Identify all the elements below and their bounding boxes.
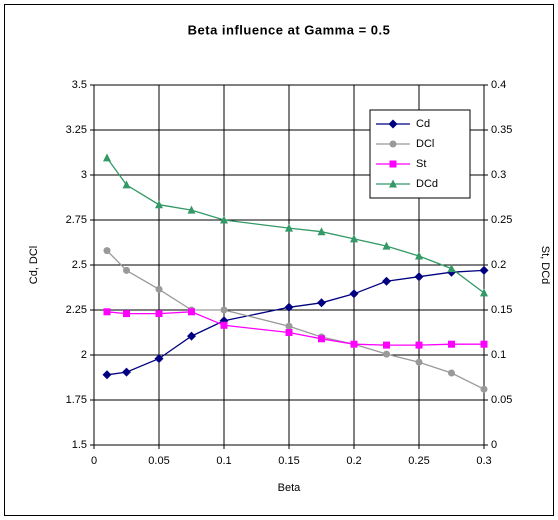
legend-label: Cd <box>416 118 430 130</box>
marker <box>317 298 326 308</box>
x-tick-label: 0.3 <box>476 455 491 467</box>
series-line <box>106 269 485 376</box>
marker <box>103 247 111 255</box>
series-line <box>106 250 485 390</box>
y-tick-label: 1.5 <box>72 439 87 451</box>
marker <box>154 354 164 364</box>
y-tick-label: 3.5 <box>72 79 87 91</box>
y2-tick-label: 0.4 <box>491 79 506 91</box>
marker <box>389 140 397 148</box>
x-axis-label: Beta <box>278 482 302 494</box>
marker <box>349 289 359 299</box>
legend-label: DCl <box>416 138 434 150</box>
y2-tick-label: 0.2 <box>491 259 506 271</box>
y-tick-label: 3.25 <box>66 124 87 136</box>
marker <box>123 310 130 318</box>
y2-tick-label: 0.05 <box>491 394 512 406</box>
series-line <box>106 157 485 294</box>
marker <box>317 227 326 236</box>
legend-label: DCd <box>416 178 438 190</box>
marker <box>188 308 195 316</box>
y-tick-label: 1.75 <box>66 394 87 406</box>
marker <box>103 308 111 316</box>
marker <box>350 234 358 243</box>
y-tick-label: 2.25 <box>66 304 87 316</box>
marker <box>389 179 397 188</box>
y2-tick-label: 0 <box>491 439 497 451</box>
x-tick-label: 0 <box>91 455 97 467</box>
marker <box>415 341 423 349</box>
marker <box>122 367 131 377</box>
marker <box>414 272 424 282</box>
marker <box>382 241 391 250</box>
marker <box>155 285 163 293</box>
marker <box>480 385 488 393</box>
marker <box>123 266 130 274</box>
marker <box>383 341 390 349</box>
marker <box>389 160 397 168</box>
y-tick-label: 3 <box>81 169 87 181</box>
marker <box>285 322 293 330</box>
marker <box>480 340 488 348</box>
y2-tick-label: 0.1 <box>491 349 506 361</box>
y2-tick-label: 0.15 <box>491 304 512 316</box>
x-tick-label: 0.1 <box>216 455 231 467</box>
y2-tick-label: 0.3 <box>491 169 506 181</box>
marker <box>220 306 228 314</box>
marker <box>102 370 112 380</box>
marker <box>447 264 456 273</box>
y2-axis-label: St, DCd <box>539 246 551 285</box>
series-line <box>106 311 484 346</box>
x-tick-label: 0.15 <box>278 455 299 467</box>
marker <box>284 302 294 312</box>
marker <box>285 329 293 336</box>
legend-label: St <box>416 158 426 170</box>
marker <box>318 335 325 343</box>
legend: Cd DCl St DCd <box>369 109 471 199</box>
marker <box>187 331 196 341</box>
marker <box>415 358 423 366</box>
y-tick-label: 2 <box>81 349 87 361</box>
marker <box>220 321 228 329</box>
marker <box>479 265 489 275</box>
marker <box>285 223 293 232</box>
marker <box>383 350 390 358</box>
marker <box>448 369 455 377</box>
y-axis-label: Cd, DCl <box>28 246 40 285</box>
x-tick-label: 0.05 <box>148 455 169 467</box>
plot-border <box>93 84 485 446</box>
marker <box>448 340 455 348</box>
marker <box>350 340 358 348</box>
marker <box>122 180 131 189</box>
chart-title: Beta influence at Gamma = 0.5 <box>188 22 391 37</box>
marker <box>388 119 398 129</box>
marker <box>155 200 163 209</box>
marker <box>155 310 163 318</box>
marker <box>220 215 228 224</box>
y2-tick-label: 0.35 <box>491 124 512 136</box>
marker <box>415 251 423 260</box>
x-tick-label: 0.2 <box>346 455 361 467</box>
y-tick-label: 2.5 <box>72 259 87 271</box>
marker <box>382 276 391 286</box>
marker <box>103 153 111 162</box>
y2-tick-label: 0.25 <box>491 214 512 226</box>
marker <box>187 205 196 214</box>
x-tick-label: 0.25 <box>408 455 429 467</box>
marker <box>480 288 488 297</box>
y-tick-label: 2.75 <box>66 214 87 226</box>
legend-box <box>369 109 471 199</box>
